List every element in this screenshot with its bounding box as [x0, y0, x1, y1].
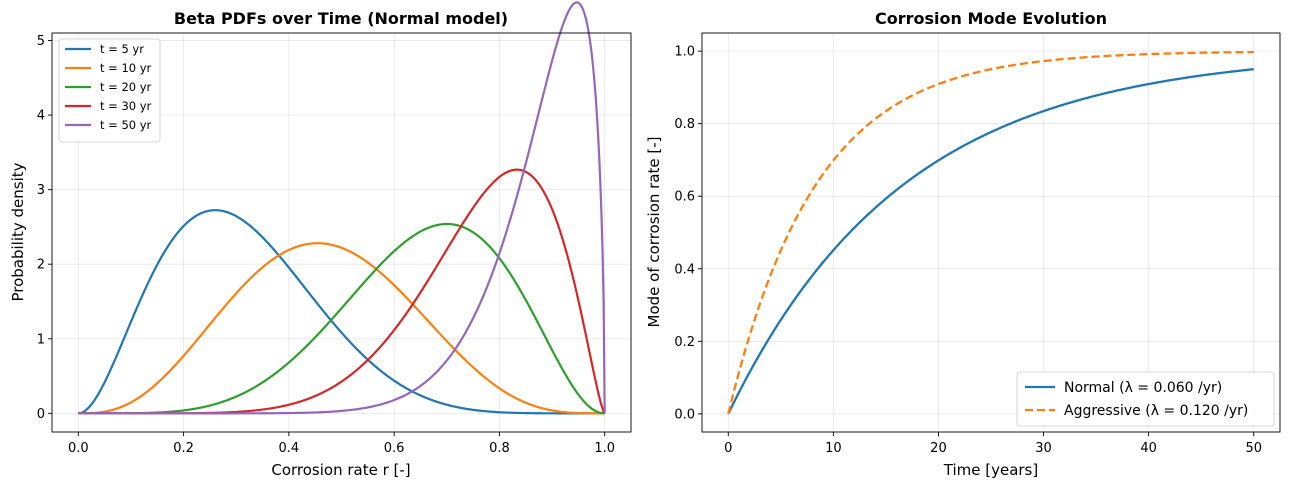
series-line [78, 209, 605, 415]
legend-box [58, 38, 161, 143]
y-tick-label: 5 [37, 34, 45, 49]
tick-marks: 0 10 20 30 40 50 0.0 0.2 0.4 0.6 0.8 1.0 [674, 45, 1262, 456]
legend-label: Normal (λ = 0.060 /yr) [1064, 380, 1222, 396]
y-tick-label: 1 [37, 332, 45, 347]
x-tick-label: 0.2 [173, 441, 194, 456]
series-line [78, 242, 605, 415]
x-tick-label: 10 [825, 441, 842, 456]
x-axis-label: Corrosion rate r [-] [271, 461, 410, 479]
series-line [727, 68, 1254, 415]
beta-pdf-chart: Beta PDFs over Time (Normal model) 0.0 0.… [9, 1, 632, 479]
y-tick-label: 2 [37, 258, 45, 273]
legend-label: t = 20 yr [100, 80, 152, 94]
plot-area [727, 50, 1254, 415]
axes-frame [51, 32, 632, 433]
x-tick-label: 0.6 [384, 441, 405, 456]
x-tick-label: 0 [724, 441, 732, 456]
x-tick-label: 0.4 [279, 441, 300, 456]
y-tick-label: 0.4 [674, 262, 695, 277]
y-tick-label: 1.0 [674, 45, 695, 60]
legend-box [1016, 371, 1275, 427]
legend-label: t = 30 yr [100, 99, 152, 113]
y-axis-label: Probability density [9, 162, 27, 301]
y-axis-label: Mode of corrosion rate [-] [645, 137, 663, 328]
x-tick-label: 1.0 [594, 441, 615, 456]
x-tick-label: 40 [1140, 441, 1157, 456]
series-line [78, 168, 606, 415]
x-tick-label: 30 [1035, 441, 1052, 456]
axes-frame [701, 32, 1281, 433]
y-tick-label: 0.6 [674, 190, 695, 205]
chart-title: Beta PDFs over Time (Normal model) [174, 9, 508, 28]
legend-label: t = 50 yr [100, 118, 152, 132]
series-line [78, 1, 606, 415]
legend: Normal (λ = 0.060 /yr) Aggressive (λ = 0.… [1016, 371, 1275, 427]
chart-title: Corrosion Mode Evolution [875, 9, 1107, 28]
series-line [727, 50, 1254, 415]
x-tick-label: 0.0 [68, 441, 89, 456]
x-tick-label: 0.8 [489, 441, 510, 456]
plot-area [78, 1, 606, 415]
y-tick-label: 0.8 [674, 117, 695, 132]
legend-label: t = 5 yr [100, 42, 144, 56]
tick-marks: 0.0 0.2 0.4 0.6 0.8 1.0 0 1 2 3 4 5 [37, 34, 615, 456]
y-tick-label: 0 [37, 407, 45, 422]
legend: t = 5 yr t = 10 yr t = 20 yr t = 30 yr t = 5… [58, 38, 161, 143]
y-tick-label: 0.0 [674, 407, 695, 422]
corrosion-mode-chart: Corrosion Mode Evolution 0 10 20 30 40 500.00… [645, 9, 1281, 479]
legend-label: t = 10 yr [100, 61, 152, 75]
grid [702, 33, 1280, 432]
y-tick-label: 3 [37, 183, 45, 198]
x-axis-label: Time [years] [943, 461, 1038, 479]
y-tick-label: 4 [37, 109, 45, 124]
x-tick-label: 20 [930, 441, 947, 456]
y-tick-label: 0.2 [674, 335, 695, 350]
series-line [78, 222, 605, 415]
x-tick-label: 50 [1245, 441, 1262, 456]
legend-label: Aggressive (λ = 0.120 /yr) [1064, 403, 1248, 419]
